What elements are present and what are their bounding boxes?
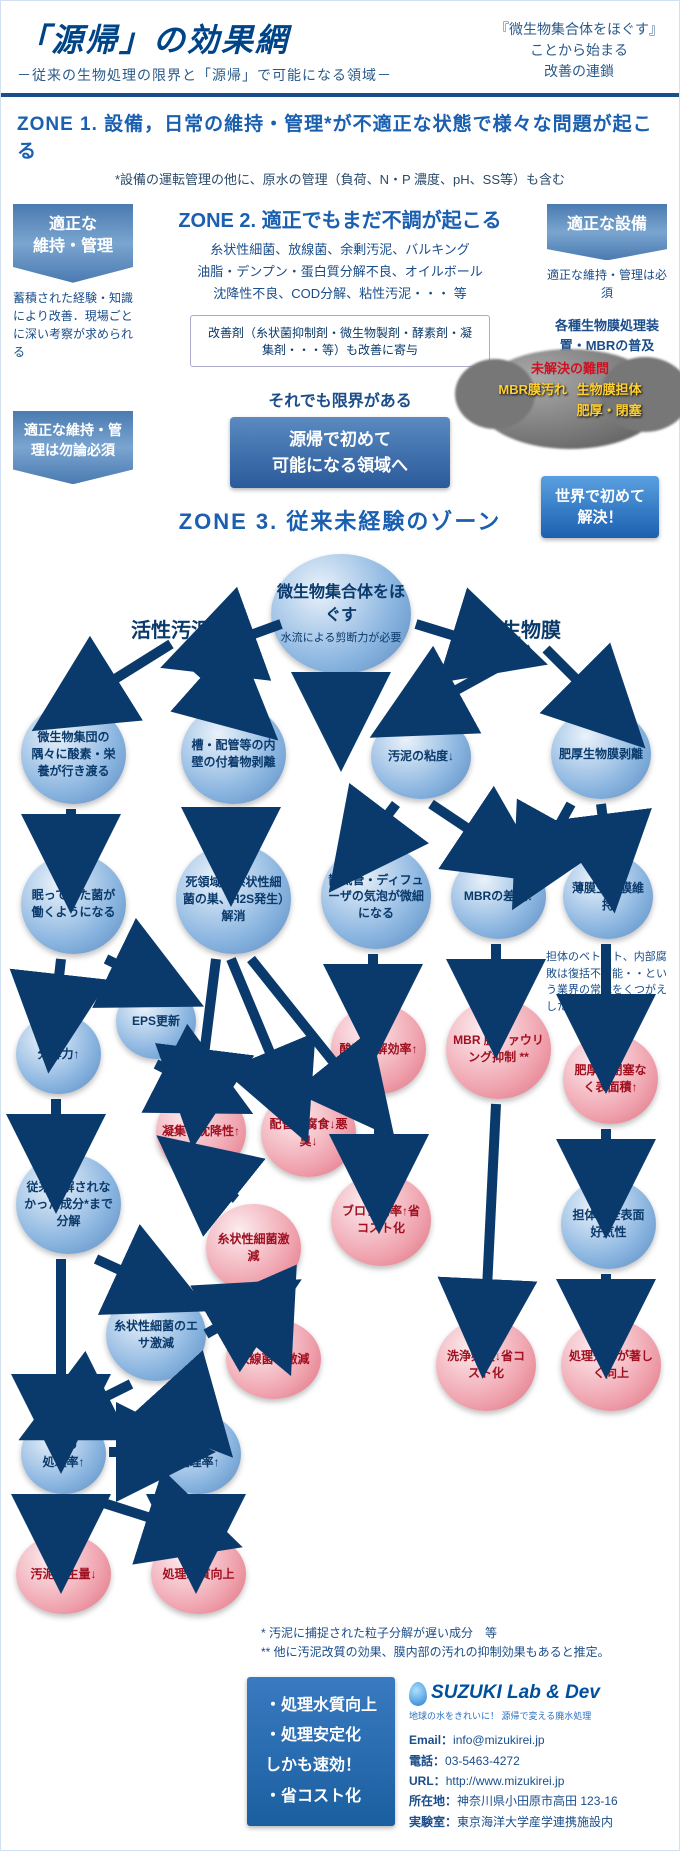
title-main: 「源帰」の効果網: [17, 15, 289, 61]
n7: 散気管・ディフューザの気泡が微細になる: [321, 844, 431, 949]
n6: 死領域（糸状性細菌の巣、H2S発生）解消: [176, 844, 291, 954]
zone1: ZONE 1. 設備，日常の維持・管理*が不適正な状態で様々な問題が起こる *設…: [1, 97, 679, 198]
n24: 処理効率が著しく向上: [561, 1319, 661, 1411]
company-url: http://www.mizukirei.jp: [446, 1774, 565, 1788]
n12: 酸素溶解効率↑: [331, 1004, 426, 1094]
gate: 源帰で初めて 可能になる領域へ: [230, 417, 450, 488]
n18: 糸状性細菌激減: [206, 1204, 301, 1292]
zone2-center: ZONE 2. 適正でもまだ不調が起こる 糸状性細菌、放線菌、余剰汚泥、バルキン…: [141, 204, 539, 367]
n22: 放線菌も激減: [226, 1319, 321, 1399]
world-first: 世界で初めて 解決！: [541, 476, 659, 538]
company-tel: 03-5463-4272: [445, 1754, 520, 1768]
n8: MBRの差圧↓: [451, 854, 546, 939]
zone2-body: 糸状性細菌、放線菌、余剰汚泥、バルキング 油脂・デンプン・蛋白質分解不良、オイル…: [141, 239, 539, 305]
n23: 洗浄頻度↓省コスト化: [436, 1319, 536, 1411]
n19: ブロア効率↑省コスト化: [331, 1174, 431, 1266]
zone2-title: ZONE 2. 適正でもまだ不調が起こる: [141, 204, 539, 233]
n21: 糸状性細菌のエサ激減: [106, 1289, 206, 1381]
root-node: 微生物集合体をほぐす 水流による剪断力が必要: [271, 554, 411, 674]
n17: 従来分解されなかった成分*まで分解: [16, 1154, 121, 1254]
n20: 担体の全表面好気性: [561, 1179, 656, 1269]
company-addr: 神奈川県小田原市高田 123-16: [457, 1794, 618, 1808]
n2: 槽・配管等の内壁の付着物剥離: [181, 704, 286, 804]
n10: 分解力↑: [16, 1014, 101, 1094]
n15: 凝集・沈降性↑: [156, 1089, 246, 1174]
company-info: SUZUKI Lab & Dev 地球の水をきれいに！ 源帰で変える廃水処理 E…: [409, 1677, 618, 1833]
company-logo: SUZUKI Lab & Dev: [431, 1682, 600, 1703]
footnote-1: * 汚泥に捕捉された粒子分解が遅い成分 等: [261, 1624, 659, 1643]
n1: 微生物集団の隅々に酸素・栄養が行き渡る: [21, 704, 126, 804]
n5: 眠っていた菌が働くようになる: [21, 854, 126, 954]
company-tagline: 地球の水をきれいに！ 源帰で変える廃水処理: [409, 1709, 618, 1724]
zone2-row: 適正な 維持・管理 蓄積された経験・知識により改善．現場ごとに深い考察が求められ…: [1, 198, 679, 373]
footnotes: * 汚泥に捕捉された粒子分解が遅い成分 等 ** 他に汚泥改質の効果、膜内部の汚…: [1, 1624, 679, 1662]
cloud-unsolved: 未解決の難問: [531, 361, 609, 376]
n14: 肥厚・閉塞なく表面積↑: [563, 1034, 658, 1124]
branch-left: 活性汚泥: [131, 614, 211, 643]
right-tag: 適正な設備: [547, 204, 667, 260]
n16: 配管の腐食↓悪臭↓: [261, 1089, 356, 1177]
n13: MBR 膜ファウリング抑制 **: [446, 999, 551, 1099]
header-right: 『微生物集合体をほぐす』 ことから始まる 改善の連鎖: [495, 19, 663, 82]
agent-box: 改善剤（糸状菌抑制剤・微生物製剤・酵素剤・凝集剤・・・等）も改善に寄与: [190, 315, 490, 367]
branch-right: 生物膜: [501, 614, 561, 643]
n3: 汚泥の粘度↓: [371, 714, 471, 799]
cloud: 未解決の難問 MBR膜汚れ 生物膜担体 肥厚・閉塞: [475, 349, 665, 449]
cloud-bio: 生物膜担体 肥厚・閉塞: [577, 380, 642, 422]
n25: BOD 処理率↑: [21, 1414, 106, 1494]
left-tag-detail: 蓄積された経験・知識により改善．現場ごとに深い考察が求められる: [13, 283, 133, 367]
n4: 肥厚生物膜剥離: [551, 709, 651, 799]
side-note: 担体のベトベト、内部腐敗は復括不可能・・という業界の常識をくつがえした！: [546, 949, 676, 1015]
drop-icon: [409, 1682, 427, 1706]
n26: COD 処理率↑: [156, 1414, 241, 1494]
cloud-mbr: MBR膜汚れ: [498, 382, 567, 397]
n28: 処理水質向上: [151, 1534, 246, 1614]
bottom: ・処理水質向上 ・処理安定化 しかも速効！ ・省コスト化 SUZUKI Lab …: [1, 1663, 679, 1851]
company-email: info@mizukirei.jp: [453, 1733, 545, 1747]
zone1-title: ZONE 1. 設備，日常の維持・管理*が不適正な状態で様々な問題が起こる: [17, 109, 663, 163]
diagram: 微生物集合体をほぐす 水流による剪断力が必要 活性汚泥 生物膜 微生物集団の隅々…: [1, 544, 680, 1624]
n11: EPS更新: [116, 984, 196, 1059]
zone1-note: *設備の運転管理の他に、原水の管理（負荷、N・P 濃度、pH、SS等）も含む: [17, 169, 663, 188]
company-lab: 東京海洋大学産学連携施設内: [457, 1815, 613, 1829]
n9: 薄膜生物膜維持: [563, 854, 653, 939]
n27: 汚泥発生量↓: [16, 1534, 111, 1614]
header: 「源帰」の効果網 －従来の生物処理の限界と「源帰」で可能になる領域－ 『微生物集…: [1, 1, 679, 97]
right-tag-detail: 適正な維持・管理は必須: [547, 260, 667, 308]
left-tag2: 適正な維持・管理は勿論必須: [13, 411, 133, 484]
benefit-box: ・処理水質向上 ・処理安定化 しかも速効！ ・省コスト化: [247, 1677, 395, 1827]
left-tag: 適正な 維持・管理: [13, 204, 133, 283]
footnote-2: ** 他に汚泥改質の効果、膜内部の汚れの抑制効果もあると推定。: [261, 1643, 659, 1662]
